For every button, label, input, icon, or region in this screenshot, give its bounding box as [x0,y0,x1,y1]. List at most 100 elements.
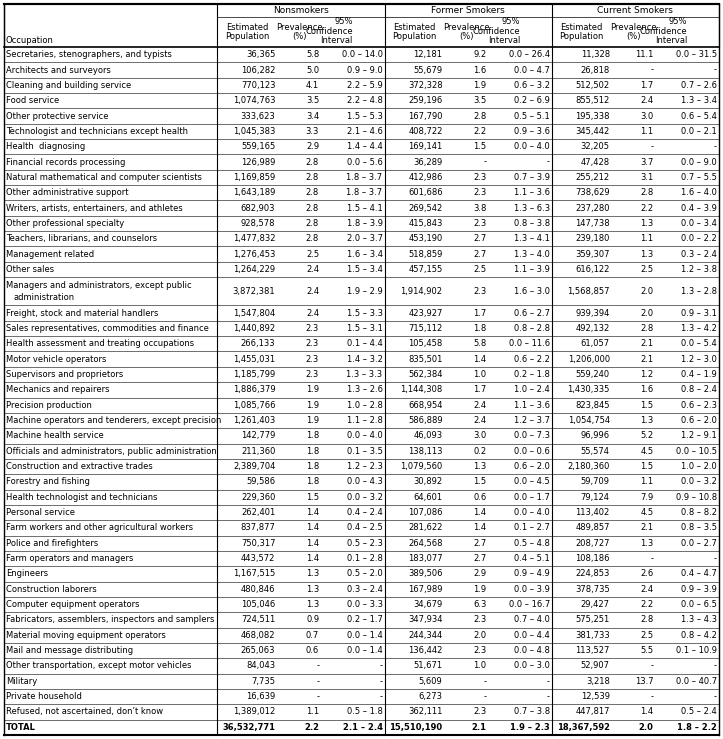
Text: -: - [484,692,487,701]
Text: 15,510,190: 15,510,190 [390,723,442,732]
Text: 34,679: 34,679 [414,600,442,609]
Text: 0.5 – 2.3: 0.5 – 2.3 [347,539,382,548]
Text: 229,360: 229,360 [241,493,275,502]
Text: Mechanics and repairers: Mechanics and repairers [6,385,109,395]
Text: Motor vehicle operators: Motor vehicle operators [6,355,106,364]
Text: 2.0: 2.0 [474,631,487,640]
Text: 0.1 – 2.7: 0.1 – 2.7 [514,523,549,532]
Text: 2.8: 2.8 [306,219,319,228]
Text: 2.8: 2.8 [306,173,319,182]
Text: -: - [380,661,382,670]
Text: 562,384: 562,384 [408,370,442,379]
Text: 0.0 – 3.9: 0.0 – 3.9 [514,585,549,593]
Text: 1,440,892: 1,440,892 [234,324,275,333]
Text: 0.0 – 4.5: 0.0 – 4.5 [514,477,549,486]
Text: Former Smokers: Former Smokers [432,6,505,15]
Text: 2.3: 2.3 [473,616,487,624]
Text: 412,986: 412,986 [408,173,442,182]
Text: 1.3: 1.3 [641,416,654,425]
Text: 359,307: 359,307 [576,250,609,259]
Text: -: - [651,554,654,563]
Text: 1,169,859: 1,169,859 [233,173,275,182]
Text: 1,914,902: 1,914,902 [401,287,442,296]
Text: Machine health service: Machine health service [6,432,103,440]
Text: 0.2: 0.2 [474,446,487,456]
Text: 0.9: 0.9 [306,616,319,624]
Text: 259,196: 259,196 [408,96,442,105]
Text: 347,934: 347,934 [408,616,442,624]
Text: 1.3 – 4.0: 1.3 – 4.0 [514,250,549,259]
Text: 96,996: 96,996 [581,432,609,440]
Text: 750,317: 750,317 [241,539,275,548]
Text: Technologist and technicians except health: Technologist and technicians except heal… [6,127,188,136]
Text: 0.6: 0.6 [473,493,487,502]
Text: 2.8: 2.8 [641,616,654,624]
Text: 0.5 – 2.0: 0.5 – 2.0 [347,570,382,579]
Text: -: - [547,692,549,701]
Text: 575,251: 575,251 [576,616,609,624]
Text: 2.4: 2.4 [641,585,654,593]
Text: 0.4 – 5.1: 0.4 – 5.1 [514,554,549,563]
Text: 1,261,403: 1,261,403 [233,416,275,425]
Text: 1.0: 1.0 [474,370,487,379]
Text: 106,282: 106,282 [241,66,275,75]
Text: 3.8: 3.8 [473,203,487,213]
Text: 362,111: 362,111 [408,707,442,717]
Text: 0.7 – 3.9: 0.7 – 3.9 [514,173,549,182]
Text: 126,989: 126,989 [241,157,275,166]
Text: 423,927: 423,927 [408,309,442,318]
Text: 1.4: 1.4 [641,707,654,717]
Text: 0.5 – 5.1: 0.5 – 5.1 [514,112,549,120]
Text: 2.4: 2.4 [306,309,319,318]
Text: Health technologist and technicians: Health technologist and technicians [6,493,158,502]
Text: -: - [316,661,319,670]
Text: 1.0 – 2.4: 1.0 – 2.4 [514,385,549,395]
Text: 0.9 – 9.0: 0.9 – 9.0 [347,66,382,75]
Text: 928,578: 928,578 [241,219,275,228]
Text: 2.8: 2.8 [473,112,487,120]
Text: 0.8 – 8.2: 0.8 – 8.2 [681,508,717,517]
Text: 224,853: 224,853 [576,570,609,579]
Text: -: - [380,677,382,686]
Text: Natural mathematical and computer scientists: Natural mathematical and computer scient… [6,173,202,182]
Text: 0.0 – 6.5: 0.0 – 6.5 [681,600,717,609]
Text: 1,455,031: 1,455,031 [234,355,275,364]
Text: 1,144,308: 1,144,308 [401,385,442,395]
Text: 4.5: 4.5 [641,446,654,456]
Text: 0.0 – 1.4: 0.0 – 1.4 [347,631,382,640]
Text: administration: administration [14,293,75,302]
Text: 1.1: 1.1 [641,477,654,486]
Text: 512,502: 512,502 [576,81,609,90]
Text: (%): (%) [626,33,641,41]
Text: 5,609: 5,609 [419,677,442,686]
Text: 2.3: 2.3 [473,287,487,296]
Text: 1.5: 1.5 [474,142,487,151]
Text: Other protective service: Other protective service [6,112,108,120]
Text: Confidence: Confidence [305,27,353,35]
Text: Financial records processing: Financial records processing [6,157,125,166]
Text: 492,132: 492,132 [576,324,609,333]
Text: 0.7: 0.7 [306,631,319,640]
Text: 59,709: 59,709 [581,477,609,486]
Text: Construction laborers: Construction laborers [6,585,97,593]
Text: 457,155: 457,155 [408,265,442,274]
Text: 0.4 – 1.9: 0.4 – 1.9 [681,370,717,379]
Text: Refused, not ascertained, don’t know: Refused, not ascertained, don’t know [6,707,163,717]
Text: 26,818: 26,818 [581,66,609,75]
Text: 0.1 – 4.4: 0.1 – 4.4 [347,339,382,348]
Text: 2.8: 2.8 [306,157,319,166]
Text: 5.2: 5.2 [641,432,654,440]
Text: 1.5 – 3.1: 1.5 – 3.1 [347,324,382,333]
Text: 1.5: 1.5 [641,401,654,409]
Text: 1,185,799: 1,185,799 [233,370,275,379]
Text: Cleaning and building service: Cleaning and building service [6,81,132,90]
Text: 105,046: 105,046 [241,600,275,609]
Text: 1.5 – 5.3: 1.5 – 5.3 [347,112,382,120]
Text: 1.3: 1.3 [641,539,654,548]
Text: 0.1 – 10.9: 0.1 – 10.9 [676,646,717,655]
Text: 2.7: 2.7 [473,539,487,548]
Text: 1.5 – 3.4: 1.5 – 3.4 [347,265,382,274]
Text: Construction and extractive trades: Construction and extractive trades [6,462,153,471]
Text: 586,889: 586,889 [408,416,442,425]
Text: 255,212: 255,212 [576,173,609,182]
